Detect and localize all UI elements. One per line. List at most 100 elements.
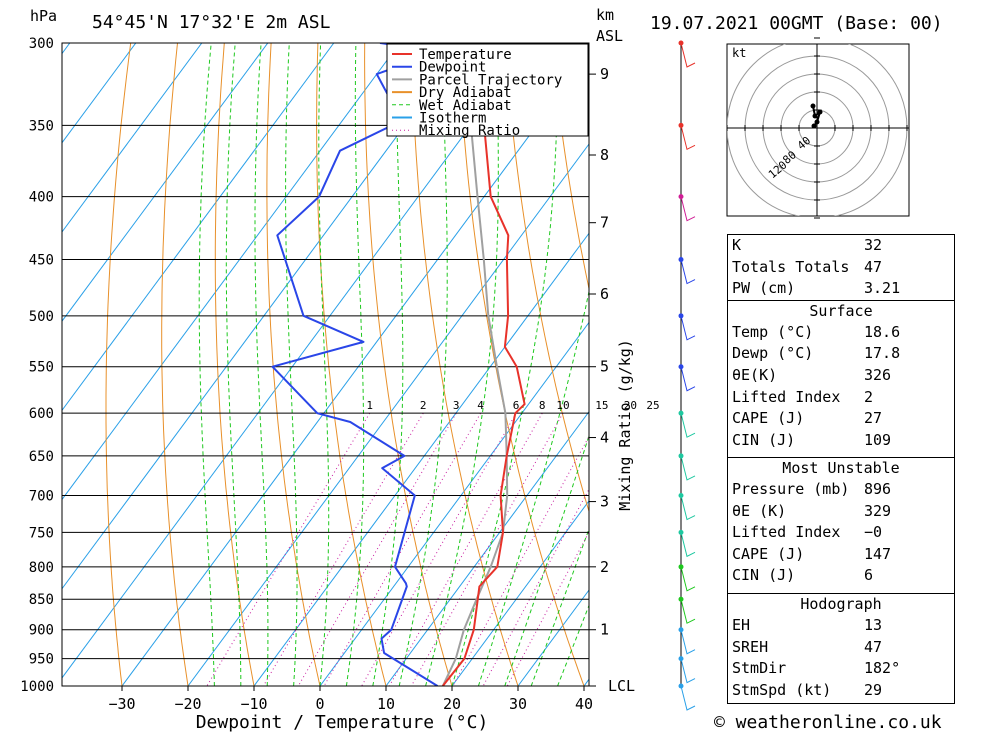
mu-theta-row: θE (K) 329 [728,501,954,523]
mu-li-value: −0 [864,523,883,542]
pressure-tick-label: 650 [29,449,54,465]
eh-value: 13 [864,616,883,634]
mu-cin-value: 6 [864,566,874,585]
isotherm-line [319,321,589,686]
height-tick-label: 6 [600,285,609,303]
height-tick-label: LCL [608,677,635,695]
surface-theta-value: 326 [864,365,892,384]
surface-theta-row: θE(K) 326 [728,365,954,387]
wind-barb [680,599,696,624]
legend-item-label: Wet Adiabat [419,98,512,114]
pw-row: PW (cm) 3.21 [728,278,954,300]
wind-barb [680,413,696,438]
wind-barb [680,629,696,655]
hodograph-unit: kt [732,46,746,60]
pressure-tick-label: 350 [29,118,54,134]
pressure-tick-label: 600 [29,406,54,422]
k-index-row: K 32 [728,235,954,257]
isotherm-line [121,54,589,686]
mu-cape-value: 147 [864,544,892,563]
mu-pressure-value: 896 [864,480,892,498]
mu-cape-row: CAPE (J) 147 [728,544,954,566]
wet-adiabat-line [372,43,404,686]
wind-barb [680,532,696,558]
stmspd-value: 29 [864,680,883,699]
dewpoint-line [271,43,441,686]
isotherm-line [385,410,589,686]
hodograph-point [812,113,818,119]
mixing-ratio-label: 20 [624,399,637,412]
stmdir-value: 182° [864,659,901,678]
mu-cin-row: CIN (J) 6 [728,565,954,587]
wind-barb [680,42,696,68]
temperature-tick-label: 40 [575,695,593,713]
location-title: 54°45'N 17°32'E 2m ASL [92,12,331,33]
height-tick-label: 9 [600,65,609,83]
pressure-axis: 300 350 400 450 500 550 600 650 700 750 800 850 900 9… [20,36,54,695]
datetime-title: 19.07.2021 00GMT (Base: 00) [650,13,943,34]
sreh-value: 47 [864,637,883,656]
pressure-tick-label: 500 [29,309,54,325]
hodograph-table: Hodograph EH 13 SREH 47 StmDir 182° StmSpd … [727,594,955,704]
mixing-ratio-line [482,488,589,686]
wind-barb [680,366,696,392]
legend-item-label: Parcel Trajectory [419,72,562,88]
dry-adiabat-line [161,43,189,686]
height-tick-label: 4 [600,429,609,447]
parcel-trajectory-line [441,43,509,686]
legend-item-label: Mixing Ratio [419,123,520,139]
wet-adiabat-line [345,43,365,686]
temperature-tick-label: −20 [174,695,201,713]
k-index-value: 32 [864,236,883,254]
height-tick-label: 3 [600,493,609,511]
surface-temp-row: Temp (°C) 18.6 [728,322,954,344]
dry-adiabat-line [457,43,585,686]
legend-box [386,43,589,137]
pressure-tick-label: 750 [29,525,54,541]
hpa-unit-label: hPa [30,7,57,25]
dry-adiabat-line [364,43,453,686]
mu-pressure-row: Pressure (mb) 896 [728,479,954,501]
legend-item-label: Dry Adiabat [419,85,512,101]
pressure-tick-label: 300 [29,36,54,52]
dry-adiabat-line [973,43,1000,686]
pressure-tick-label: 800 [29,560,54,576]
credit-text: © weatheronline.co.uk [714,712,942,733]
temperature-tick-label: −30 [108,695,135,713]
totals-row: Totals Totals 47 [728,257,954,279]
pressure-tick-label: 900 [29,623,54,639]
pressure-tick-label: 700 [29,489,54,505]
legend-item-label: Isotherm [419,111,486,127]
pressure-tick-label: 450 [29,253,54,269]
pressure-tick-label: 1000 [20,679,54,695]
surface-dewp-row: Dewp (°C) 17.8 [728,343,954,365]
surface-li-value: 2 [864,387,874,406]
pressure-tick-label: 400 [29,190,54,206]
wind-barb [680,315,696,341]
pressure-tick-label: 550 [29,360,54,376]
mixing-ratio-label: 15 [595,399,608,412]
isotherm-line [62,43,203,233]
isotherm-line [62,43,533,679]
height-tick-label: 5 [600,358,609,376]
hodograph-point [817,109,823,115]
wet-adiabat-line [451,43,559,686]
wind-barb [680,455,696,481]
mixing-ratio-line [323,412,482,686]
wet-adiabat-line [254,43,269,686]
wind-barb [680,658,696,684]
isotherm-line [253,232,589,686]
wind-barb [680,566,696,592]
isotherm-line [62,43,269,322]
y2-axis-title: Mixing Ratio (g/kg) [616,339,634,511]
hodograph-point [814,119,820,125]
isotherm-line [451,500,589,686]
temperature-line [442,43,526,686]
totals-value: 47 [864,257,883,276]
wind-barb [680,259,696,285]
height-tick-label: 1 [600,621,609,639]
isotherm-line [62,43,401,501]
pressure-tick-label: 950 [29,652,54,668]
surface-header: Surface [728,299,954,322]
